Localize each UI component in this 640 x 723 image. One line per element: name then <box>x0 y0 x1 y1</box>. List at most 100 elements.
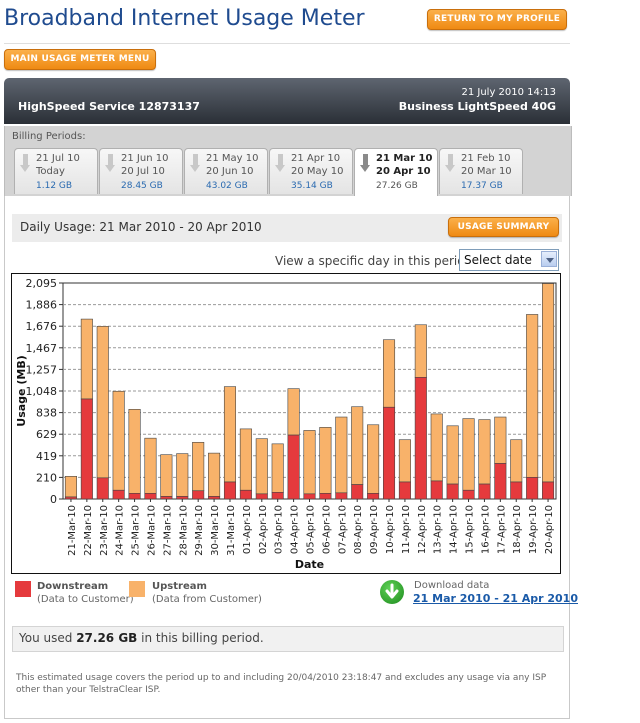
bar-downstream <box>351 484 364 500</box>
x-tick-label: 03-Apr-10 <box>274 505 285 554</box>
x-tick-label: 10-Apr-10 <box>385 505 396 554</box>
bar-upstream <box>160 454 173 497</box>
tab-start: 21 Apr 10 <box>291 153 341 164</box>
tab-usage: 1.12 GB <box>36 181 73 191</box>
tab-usage: 43.02 GB <box>206 181 248 191</box>
tab-end: 20 May 10 <box>291 166 344 177</box>
x-tick-label: 20-Apr-10 <box>544 505 555 554</box>
x-tick-label: 11-Apr-10 <box>401 505 412 554</box>
bar-downstream <box>303 493 316 500</box>
x-tick-label: 25-Mar-10 <box>131 505 142 556</box>
bar-upstream <box>303 430 316 495</box>
billing-tab-may-jun[interactable]: 21 May 10 20 Jun 10 43.02 GB <box>184 148 268 194</box>
bar-downstream <box>80 398 93 500</box>
bar-downstream <box>382 406 396 500</box>
main-usage-meter-menu-button[interactable]: MAIN USAGE METER MENU <box>4 49 156 70</box>
tab-start: 21 Feb 10 <box>461 153 511 164</box>
header-plan: Business LightSpeed 40G <box>398 100 556 113</box>
x-tick-label: 02-Apr-10 <box>258 505 269 554</box>
tab-start: 21 Jul 10 <box>36 153 80 164</box>
y-tick-label: 838 <box>36 407 57 420</box>
bar-downstream <box>239 489 252 500</box>
billing-tab-mar-apr-selected[interactable]: 21 Mar 10 20 Apr 10 27.26 GB <box>354 148 438 196</box>
view-day-label: View a specific day in this period: <box>275 254 477 268</box>
billing-tab-jun-jul[interactable]: 21 Jun 10 20 Jul 10 28.45 GB <box>99 148 183 194</box>
y-tick-label: 2,095 <box>26 277 58 290</box>
bar-upstream <box>176 453 189 497</box>
tab-end: 20 Mar 10 <box>461 166 512 177</box>
x-tick-label: 19-Apr-10 <box>528 505 539 554</box>
bar-downstream <box>526 477 539 500</box>
date-select[interactable]: Select date <box>459 249 559 271</box>
bar-upstream <box>526 314 539 478</box>
billing-tab-feb-mar[interactable]: 21 Feb 10 20 Mar 10 17.37 GB <box>439 148 523 194</box>
y-tick-label: 1,257 <box>26 363 58 376</box>
y-axis-label: Usage (MB) <box>15 355 28 426</box>
y-tick-label: 210 <box>36 471 57 484</box>
x-tick-label: 05-Apr-10 <box>306 505 317 554</box>
bar-upstream <box>414 324 427 378</box>
bar-downstream <box>542 481 555 500</box>
tab-usage: 28.45 GB <box>121 181 163 191</box>
bar-downstream <box>335 492 348 500</box>
bar-downstream <box>112 489 125 500</box>
bar-downstream <box>398 481 411 500</box>
bar-upstream <box>494 416 507 464</box>
bar-downstream <box>414 377 427 500</box>
downstream-swatch <box>15 581 31 597</box>
bar-downstream <box>319 493 332 500</box>
tab-start: 21 Jun 10 <box>121 153 169 164</box>
y-tick-label: 629 <box>36 428 57 441</box>
download-icon[interactable] <box>380 580 404 604</box>
date-select-value: Select date <box>464 253 532 267</box>
download-arrow-icon <box>385 583 399 599</box>
bar-upstream <box>223 386 237 483</box>
bar-upstream <box>319 427 332 494</box>
x-tick-label: 04-Apr-10 <box>290 505 301 554</box>
bar-upstream <box>239 428 252 491</box>
bar-downstream <box>208 496 221 500</box>
x-tick-label: 21-Mar-10 <box>67 505 78 556</box>
bar-upstream <box>112 390 125 491</box>
bar-downstream <box>271 491 284 500</box>
bar-upstream <box>351 406 364 485</box>
tab-start: 21 May 10 <box>206 153 259 164</box>
x-tick-label: 24-Mar-10 <box>115 505 126 556</box>
billing-tab-apr-may[interactable]: 21 Apr 10 20 May 10 35.14 GB <box>269 148 353 194</box>
x-tick-label: 27-Mar-10 <box>162 505 173 556</box>
x-tick-label: 26-Mar-10 <box>146 505 157 556</box>
bar-downstream <box>462 489 475 500</box>
page-title: Broadband Internet Usage Meter <box>4 6 365 31</box>
tab-usage: 27.26 GB <box>376 181 418 191</box>
billing-periods-label: Billing Periods: <box>12 131 86 142</box>
tab-end: 20 Apr 10 <box>376 166 431 177</box>
bar-downstream <box>430 480 443 500</box>
y-tick-label: 1,467 <box>26 342 58 355</box>
bar-downstream <box>64 496 77 500</box>
usage-chart-svg: 0 210 419 629 838 1,048 1,257 1,467 1,676 1,886 2,… <box>15 277 557 571</box>
usage-total-bar <box>12 626 564 652</box>
bar-upstream <box>478 419 491 485</box>
bar-downstream <box>128 493 141 500</box>
chevron-down-icon[interactable] <box>541 251 557 267</box>
bar-downstream <box>367 493 380 500</box>
usage-footnote: This estimated usage covers the period u… <box>16 673 547 695</box>
bar-upstream <box>446 425 459 485</box>
downstream-legend-title: Downstream <box>37 581 109 592</box>
usage-amount: 27.26 GB <box>76 631 138 645</box>
bar-upstream <box>510 439 523 483</box>
bar-downstream <box>287 434 300 500</box>
upstream-legend-title: Upstream <box>152 581 207 592</box>
bar-downstream <box>494 463 507 500</box>
usage-summary-button[interactable]: USAGE SUMMARY <box>448 217 559 237</box>
billing-tab-jul-today[interactable]: 21 Jul 10 Today 1.12 GB <box>14 148 98 194</box>
bar-downstream <box>446 483 459 500</box>
download-data-link[interactable]: 21 Mar 2010 - 21 Apr 2010 <box>413 592 578 605</box>
return-to-profile-button[interactable]: RETURN TO MY PROFILE <box>427 9 567 30</box>
bar-downstream <box>255 493 268 500</box>
bar-downstream <box>176 496 189 500</box>
bar-downstream <box>144 493 157 500</box>
title-divider <box>4 43 570 44</box>
x-tick-label: 13-Apr-10 <box>433 505 444 554</box>
y-tick-label: 1,676 <box>26 320 58 333</box>
